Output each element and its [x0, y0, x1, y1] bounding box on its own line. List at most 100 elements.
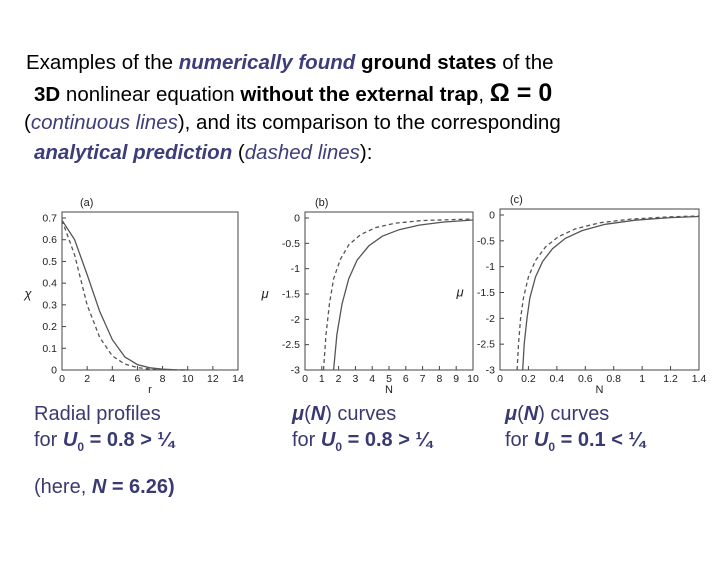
- caption-n: N: [91, 476, 107, 498]
- caption-value: = 0.1 < ¼: [555, 429, 646, 451]
- y-tick-label: -2.5: [282, 339, 300, 351]
- title-line-3: (continuous lines), and its comparison t…: [24, 108, 561, 138]
- panel-tag: (a): [80, 197, 93, 209]
- y-axis-label: μ: [260, 286, 268, 301]
- x-tick-label: 14: [232, 373, 244, 385]
- x-tick-label: 0: [302, 373, 308, 385]
- caption-a-line-3: (here, N = 6.26): [34, 474, 175, 500]
- y-tick-label: -1.5: [282, 289, 300, 301]
- caption-sub: 0: [77, 440, 85, 454]
- title-emph-no-trap: without the external trap: [240, 83, 479, 106]
- dashed-curve: [322, 218, 474, 371]
- title-text: ,: [478, 83, 490, 106]
- x-axis-label: r: [148, 384, 152, 396]
- title-line-2: 3D nonlinear equation without the extern…: [34, 78, 552, 110]
- y-tick-label: 0.2: [42, 321, 57, 333]
- y-tick-label: -1: [291, 263, 300, 275]
- caption-c-line-2: for U0 = 0.1 < ¼: [505, 427, 645, 460]
- panel-tag: (c): [510, 194, 523, 206]
- panel-b: 0 1 2 3 4 5 6 7 8 9 100-0.5-1-1.5-2-2.5-3Nμ(b): [260, 197, 479, 396]
- x-tick-label: 0.4: [550, 373, 565, 385]
- title-emph-analytical: analytical prediction: [34, 141, 233, 164]
- x-tick-label: 0.2: [521, 373, 536, 385]
- y-tick-label: -2.5: [477, 339, 495, 351]
- y-tick-label: -2: [291, 314, 300, 326]
- solid-curve: [332, 219, 474, 371]
- title-text: nonlinear equation: [60, 83, 241, 106]
- y-tick-label: -0.5: [477, 235, 495, 247]
- title-emph-continuous: continuous lines: [30, 111, 178, 134]
- caption-u: U: [533, 429, 549, 451]
- x-tick-label: 6: [135, 373, 141, 385]
- y-tick-label: 0.7: [42, 213, 57, 225]
- y-axis-label: μ: [455, 285, 463, 300]
- caption-text: ) curves: [538, 403, 610, 425]
- title-emph-dashed: dashed lines: [244, 141, 360, 164]
- caption-text: (: [304, 403, 311, 425]
- plot-frame: [499, 208, 700, 371]
- y-tick-label: 0: [294, 213, 300, 225]
- y-tick-label: 0: [51, 365, 57, 377]
- x-tick-label: 9: [453, 373, 459, 385]
- title-text: ):: [359, 141, 373, 164]
- x-tick-label: 1: [319, 373, 325, 385]
- x-tick-label: 8: [436, 373, 442, 385]
- x-tick-label: 2: [84, 373, 90, 385]
- x-tick-label: 0: [59, 373, 65, 385]
- caption-text: (here,: [34, 476, 92, 498]
- title-text: (: [232, 141, 245, 164]
- caption-text: for: [505, 429, 534, 451]
- solid-curve: [522, 215, 700, 371]
- solid-curve: [61, 219, 188, 371]
- caption-text: ) curves: [325, 403, 397, 425]
- y-tick-label: 0.3: [42, 299, 57, 311]
- caption-sub: 0: [335, 440, 343, 454]
- caption-u: U: [320, 429, 336, 451]
- x-tick-label: 4: [109, 373, 115, 385]
- y-axis-label: χ: [23, 286, 32, 301]
- caption-b-line-1: μ(N) curves: [292, 401, 432, 427]
- caption-b: μ(N) curves for U0 = 0.8 > ¼: [292, 401, 432, 460]
- y-tick-label: -2: [486, 313, 495, 325]
- caption-a-line-2: for U0 = 0.8 > ¼: [34, 427, 175, 460]
- plot-frame: [304, 211, 474, 371]
- caption-value: = 6.26): [106, 476, 175, 498]
- x-tick-label: 0: [497, 373, 503, 385]
- y-tick-label: -1.5: [477, 287, 495, 299]
- y-tick-label: 0.5: [42, 256, 57, 268]
- x-tick-label: 1.4: [692, 373, 707, 385]
- panel-tag: (b): [315, 197, 328, 209]
- y-tick-label: -1: [486, 261, 495, 273]
- caption-n: N: [310, 403, 326, 425]
- title-line-1: Examples of the numerically found ground…: [26, 48, 554, 78]
- x-tick-label: 0.6: [578, 373, 593, 385]
- title-text: of the: [496, 51, 554, 74]
- x-tick-label: 2: [336, 373, 342, 385]
- caption-mu: μ: [505, 403, 518, 425]
- caption-a-line-1: Radial profiles: [34, 403, 161, 425]
- panel-c: 0 0.2 0.4 0.6 0.8 1 1.2 1.4 0 -0.5 -1 -1.5 -2 -2.5 -3 N…: [455, 194, 706, 396]
- title-text: (: [24, 111, 31, 134]
- caption-text: for: [292, 429, 321, 451]
- caption-a: Radial profiles for U0 = 0.8 > ¼ (here, …: [34, 401, 175, 500]
- panel-a: 0 2 4 6 8 10 12 14 0 0.1 0.2 0.3 0.4 0.5 0.6 0.7 r χ (a): [23, 197, 244, 396]
- caption-n: N: [523, 403, 539, 425]
- x-tick-label: 0.8: [606, 373, 621, 385]
- x-tick-label: 10: [182, 373, 194, 385]
- x-tick-label: 7: [420, 373, 426, 385]
- x-tick-label: 8: [160, 373, 166, 385]
- x-tick-label: 1.2: [663, 373, 678, 385]
- x-tick-label: 6: [403, 373, 409, 385]
- x-tick-label: 12: [207, 373, 219, 385]
- x-tick-label: 5: [386, 373, 392, 385]
- x-tick-label: 4: [369, 373, 375, 385]
- caption-sub: 0: [548, 440, 556, 454]
- caption-value: = 0.8 > ¼: [84, 429, 175, 451]
- y-tick-label: -3: [486, 365, 495, 377]
- y-tick-label: 0: [489, 210, 495, 222]
- dashed-curve: [61, 219, 188, 371]
- caption-c: μ(N) curves for U0 = 0.1 < ¼: [505, 401, 645, 460]
- caption-text: for: [34, 429, 63, 451]
- title-text: Examples of the: [26, 51, 179, 74]
